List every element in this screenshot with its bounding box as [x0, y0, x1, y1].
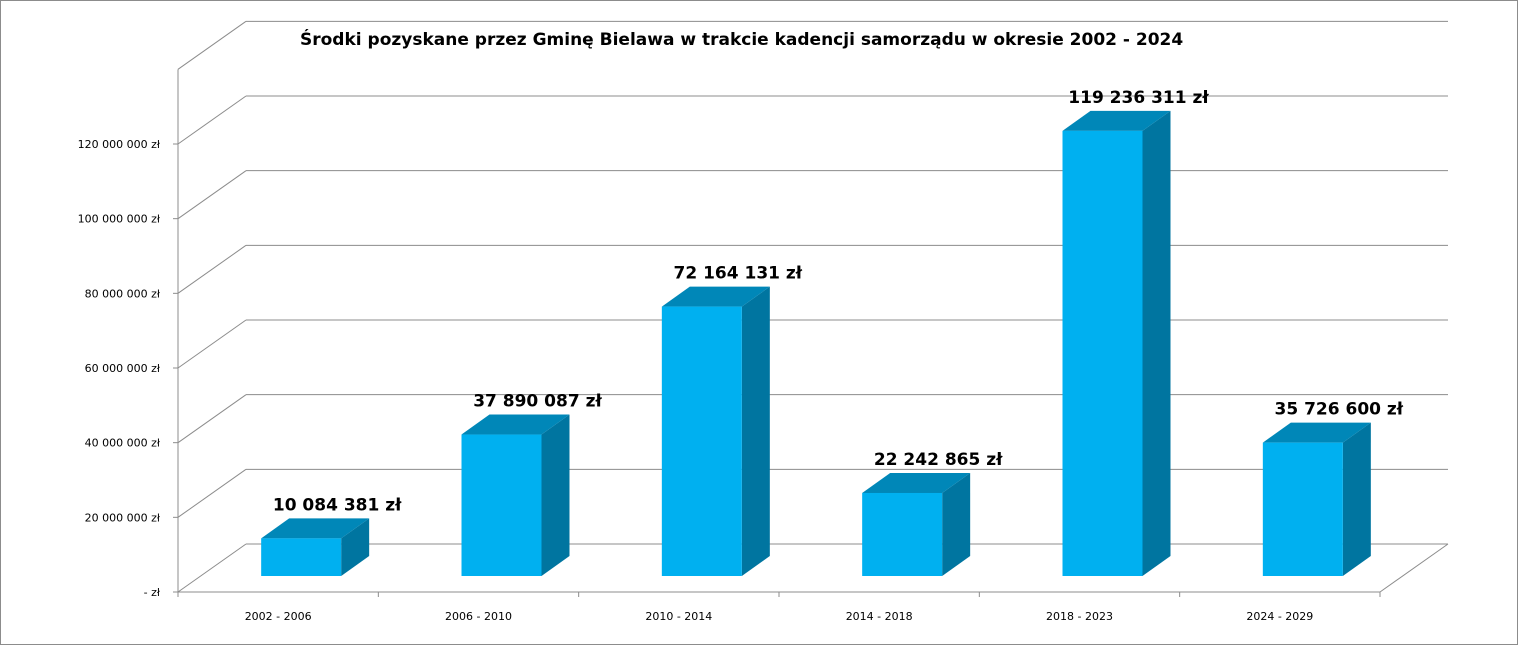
bar	[1262, 422, 1371, 576]
gridline-diagonal	[177, 468, 247, 518]
gridline-diagonal	[177, 95, 247, 145]
bar-top	[661, 286, 770, 307]
bar-side	[741, 286, 770, 576]
data-label: 35 726 600 zł	[1275, 400, 1404, 420]
data-label: 10 084 381 zł	[273, 495, 402, 515]
y-axis-tick-labels: - zł 20 000 000 zł 40 000 000 zł 60 000 000…	[78, 138, 161, 599]
x-tick-label: 2024 - 2029	[1246, 610, 1313, 623]
bar-side	[541, 414, 570, 576]
bar-top	[261, 518, 370, 539]
y-tick-label: 80 000 000 zł	[85, 287, 161, 300]
x-tick-label: 2006 - 2010	[445, 610, 512, 623]
y-tick-label: 60 000 000 zł	[85, 362, 161, 375]
data-label: 22 242 865 zł	[874, 450, 1003, 470]
x-tick-label: 2010 - 2014	[645, 610, 712, 623]
bar	[862, 472, 971, 576]
x-tick-label: 2002 - 2006	[245, 610, 312, 623]
bar	[261, 518, 370, 576]
data-label: 72 164 131 zł	[674, 264, 803, 284]
bar-front	[261, 538, 342, 576]
bars	[261, 110, 1371, 576]
y-tick-label: 100 000 000 zł	[78, 213, 161, 226]
bar-front	[461, 434, 542, 576]
y-tick-label: 40 000 000 zł	[85, 437, 161, 450]
y-tick-label: 120 000 000 zł	[78, 138, 161, 151]
bar-front	[661, 306, 742, 576]
gridline-diagonal	[177, 394, 247, 444]
gridline-diagonal	[177, 244, 247, 294]
gridline-diagonal	[177, 319, 247, 369]
chart-title: Środki pozyskane przez Gminę Bielawa w t…	[300, 30, 1184, 50]
bar-front	[1262, 442, 1343, 576]
bar-top	[461, 414, 570, 435]
gridlines	[177, 20, 1448, 593]
bar	[1062, 110, 1171, 576]
bar-side	[341, 518, 370, 576]
bar	[661, 286, 770, 576]
bar-top	[1262, 422, 1371, 443]
bar-front	[862, 492, 943, 576]
x-tick-label: 2018 - 2023	[1046, 610, 1113, 623]
bar-side	[942, 472, 971, 576]
bar	[461, 414, 570, 576]
axes	[173, 69, 1449, 597]
bar-side	[1142, 110, 1171, 576]
data-label: 119 236 311 zł	[1068, 88, 1209, 108]
gridline-diagonal	[177, 20, 247, 70]
data-label: 37 890 087 zł	[473, 392, 602, 412]
floor-right-edge	[1379, 543, 1449, 593]
bar-front	[1062, 130, 1143, 576]
y-tick-label: 20 000 000 zł	[85, 511, 161, 524]
data-labels: 10 084 381 zł 37 890 087 zł 72 164 131 zł 2…	[273, 88, 1404, 516]
gridline-diagonal	[177, 170, 247, 220]
gridline-diagonal	[177, 543, 247, 593]
y-tick-label: - zł	[144, 586, 161, 599]
bar-side	[1342, 422, 1371, 576]
bar-top	[1062, 110, 1171, 131]
x-tick-label: 2014 - 2018	[846, 610, 913, 623]
bar-top	[862, 472, 971, 493]
x-axis-tick-labels: 2002 - 2006 2006 - 2010 2010 - 2014 2014 - …	[245, 610, 1314, 623]
